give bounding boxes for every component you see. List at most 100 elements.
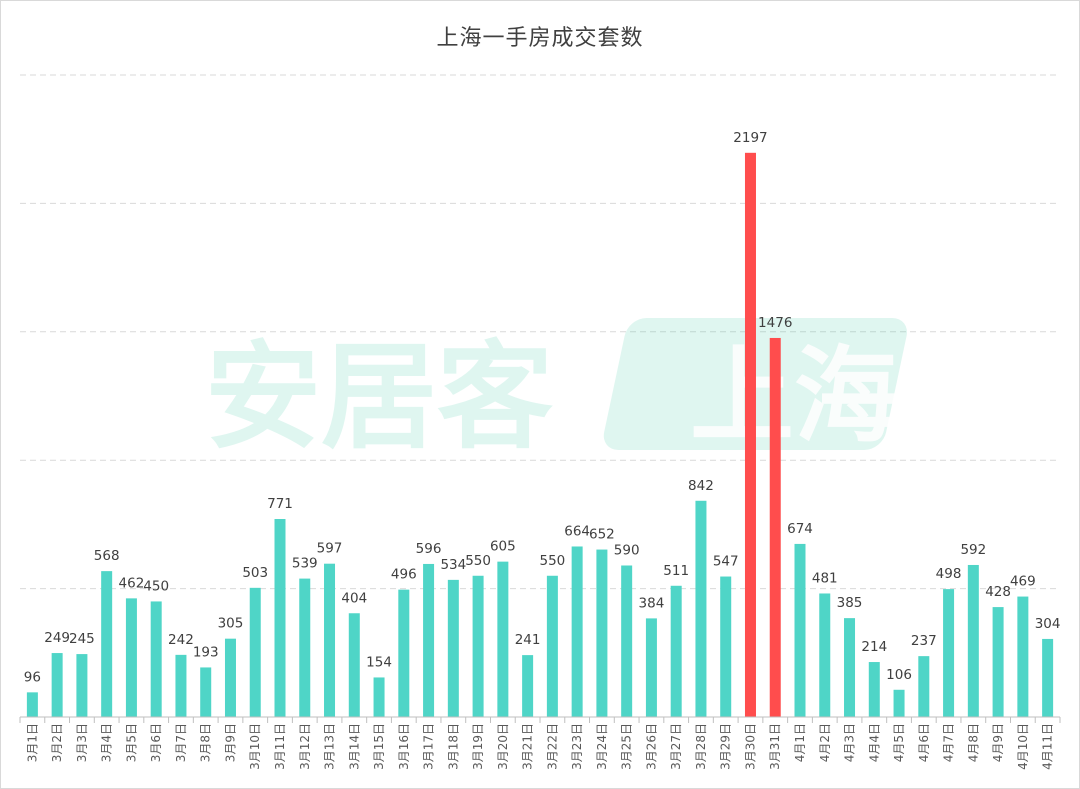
data-label: 511 (663, 563, 689, 579)
data-label: 241 (515, 632, 541, 648)
data-label: 462 (119, 575, 145, 591)
data-label: 674 (787, 521, 813, 537)
data-label: 498 (936, 566, 962, 582)
tick-label: 4月3日 (843, 723, 857, 762)
bar (423, 563, 435, 717)
data-label: 2197 (733, 130, 767, 146)
data-label: 214 (861, 639, 887, 655)
tick-label: 3月30日 (743, 723, 757, 770)
tick-label: 3月13日 (323, 723, 337, 770)
data-label: 534 (440, 557, 466, 573)
bar (769, 337, 781, 717)
tick-label: 3月2日 (50, 723, 64, 762)
bar (596, 549, 608, 717)
bar (299, 578, 311, 717)
data-label: 384 (639, 595, 665, 611)
bar (150, 601, 162, 717)
data-label: 481 (812, 570, 838, 586)
tick-label: 4月8日 (966, 723, 980, 762)
data-label: 771 (267, 496, 293, 512)
tick-label: 3月23日 (570, 723, 584, 770)
tick-label: 3月15日 (372, 723, 386, 770)
bar (348, 613, 360, 717)
data-label: 385 (837, 595, 863, 611)
bar (200, 667, 212, 717)
data-label: 568 (94, 548, 120, 564)
tick-label: 3月4日 (100, 723, 114, 762)
bar (695, 500, 707, 717)
bar (1017, 596, 1029, 717)
bar (918, 656, 930, 717)
tick-label: 4月5日 (892, 723, 906, 762)
bar (274, 519, 286, 717)
bar (76, 654, 88, 717)
x-axis-ticks: 3月1日 3月2日 3月3日 3月4日 3月5日 3月6日 3月7日 3月8日 3月9日 3月10… (19, 717, 1061, 770)
data-label: 428 (985, 584, 1011, 600)
data-label: 539 (292, 556, 318, 572)
bar (324, 563, 336, 717)
tick-label: 3月9日 (223, 723, 237, 762)
data-label: 106 (886, 667, 912, 683)
data-label: 550 (465, 553, 491, 569)
bar (992, 607, 1004, 717)
tick-label: 3月27日 (669, 723, 683, 770)
tick-label: 3月25日 (620, 723, 634, 770)
bar (472, 575, 484, 717)
bar (224, 638, 236, 717)
watermark-city: 上海 (690, 335, 898, 457)
tick-label: 3月10日 (248, 723, 262, 770)
tick-label: 3月5日 (124, 723, 138, 762)
bar (51, 653, 63, 717)
tick-label: 3月17日 (422, 723, 436, 770)
data-label: 96 (24, 669, 41, 685)
tick-label: 3月26日 (644, 723, 658, 770)
data-label: 496 (391, 567, 417, 583)
bar (125, 598, 137, 717)
data-label: 592 (960, 542, 986, 558)
bar (844, 618, 856, 717)
bar (621, 565, 633, 717)
tick-label: 4月7日 (942, 723, 956, 762)
data-label: 404 (341, 590, 367, 606)
data-label: 304 (1035, 616, 1061, 632)
bar (1042, 638, 1054, 717)
bar (967, 564, 979, 717)
tick-label: 3月3日 (75, 723, 89, 762)
data-label: 242 (168, 632, 194, 648)
data-label: 469 (1010, 574, 1036, 590)
data-label: 605 (490, 539, 516, 555)
tick-label: 4月4日 (867, 723, 881, 762)
bar (794, 543, 806, 717)
grid-lines (20, 74, 1060, 590)
tick-label: 4月2日 (818, 723, 832, 762)
tick-label: 3月18日 (446, 723, 460, 770)
bar (670, 585, 682, 717)
data-label: 245 (69, 631, 95, 647)
bar (101, 571, 113, 717)
data-label: 193 (193, 644, 219, 660)
data-label: 664 (564, 523, 590, 539)
tick-label: 3月8日 (199, 723, 213, 762)
bar (744, 152, 756, 717)
bars (26, 152, 1054, 717)
data-label: 652 (589, 527, 615, 543)
watermark-brand: 安居客 (205, 330, 553, 465)
tick-label: 4月9日 (991, 723, 1005, 762)
tick-label: 3月28日 (694, 723, 708, 770)
tick-label: 3月29日 (719, 723, 733, 770)
tick-label: 4月1日 (793, 723, 807, 762)
bar (819, 593, 831, 717)
data-label: 547 (713, 554, 739, 570)
tick-label: 3月1日 (25, 723, 39, 762)
data-label: 596 (416, 541, 442, 557)
tick-label: 3月22日 (545, 723, 559, 770)
data-label: 590 (614, 542, 640, 558)
bar (571, 546, 583, 717)
data-label: 597 (317, 541, 343, 557)
bar (26, 692, 38, 717)
data-label: 1476 (758, 315, 792, 331)
tick-label: 3月7日 (174, 723, 188, 762)
data-label: 842 (688, 478, 714, 494)
